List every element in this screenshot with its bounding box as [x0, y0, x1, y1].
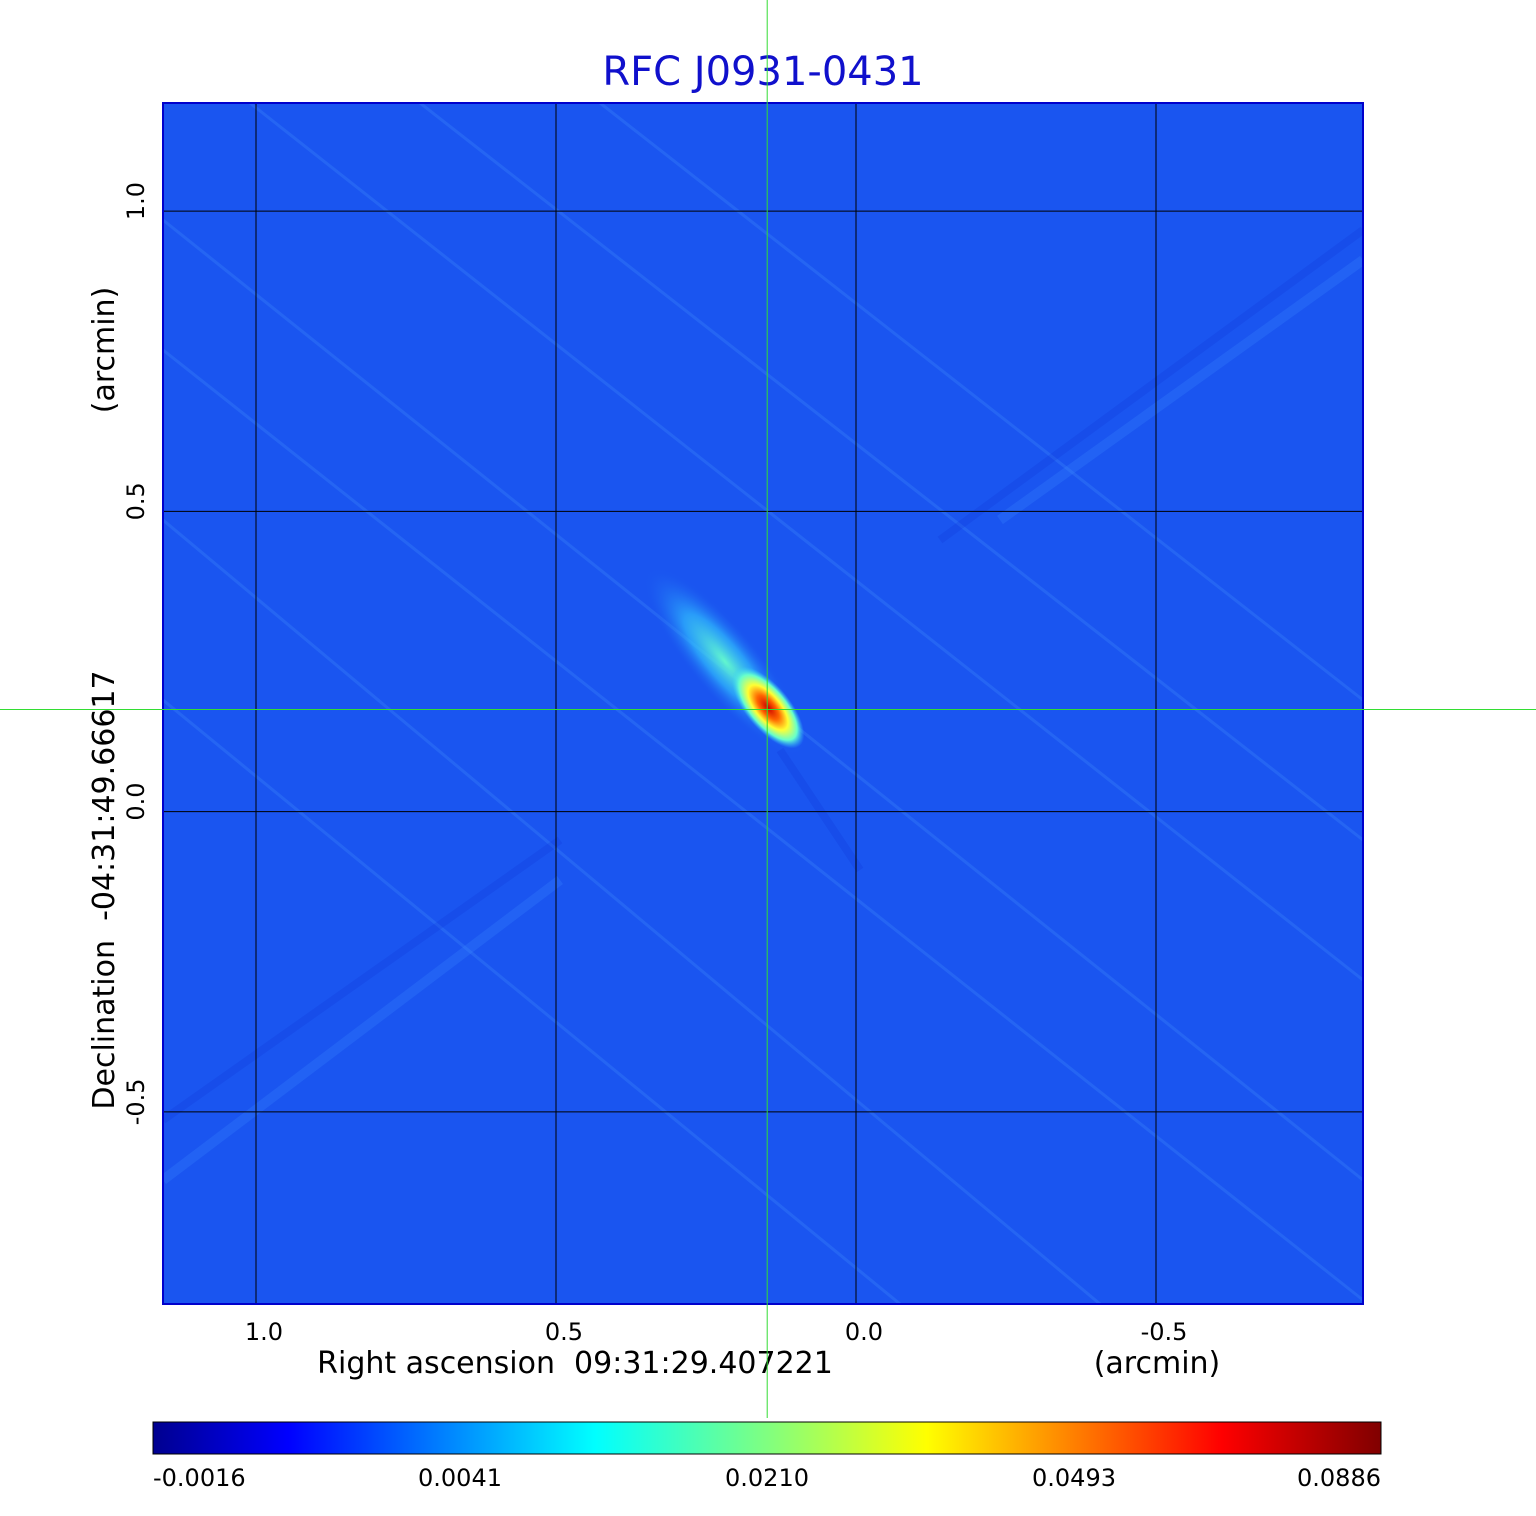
colorbar-tick-label: 0.0041	[418, 1464, 502, 1492]
y-tick-label: 0.0	[122, 783, 150, 821]
colorbar-tick-labels: -0.0016 0.0041 0.0210 0.0493 0.0886	[153, 1464, 1381, 1492]
crosshair	[0, 0, 1536, 1418]
y-axis-unit: (arcmin)	[87, 287, 122, 414]
colorbar-tick-label: 0.0493	[1032, 1464, 1116, 1492]
y-tick-label: 1.0	[122, 182, 150, 220]
y-tick-labels: 1.0 0.5 0.0 -0.5	[122, 182, 150, 1125]
colorbar-tick-label: 0.0210	[725, 1464, 809, 1492]
plot-frame	[162, 102, 1364, 1305]
colorbar-tick-label: 0.0886	[1297, 1464, 1381, 1492]
x-tick-label: -0.5	[1141, 1318, 1188, 1346]
x-tick-label: 1.0	[245, 1318, 283, 1346]
radio-source	[643, 567, 807, 756]
y-tick-label: -0.5	[122, 1078, 150, 1125]
chart-title: RFC J0931-0431	[602, 49, 923, 95]
x-axis-unit: (arcmin)	[1094, 1346, 1221, 1381]
source-peak	[731, 666, 805, 749]
y-axis-label: Declination -04:31:49.66617	[87, 670, 122, 1109]
x-tick-labels: 1.0 0.5 0.0 -0.5	[245, 1318, 1188, 1346]
grid-lines	[163, 103, 1363, 1304]
x-axis-label: Right ascension 09:31:29.407221	[317, 1346, 833, 1381]
noise-texture	[163, 103, 1363, 1304]
plot-area	[162, 102, 1364, 1305]
colorbar-tick-label: -0.0016	[153, 1464, 246, 1492]
x-tick-label: 0.0	[845, 1318, 883, 1346]
x-tick-label: 0.5	[545, 1318, 583, 1346]
colorbar	[152, 1421, 1382, 1455]
y-tick-label: 0.5	[122, 482, 150, 520]
